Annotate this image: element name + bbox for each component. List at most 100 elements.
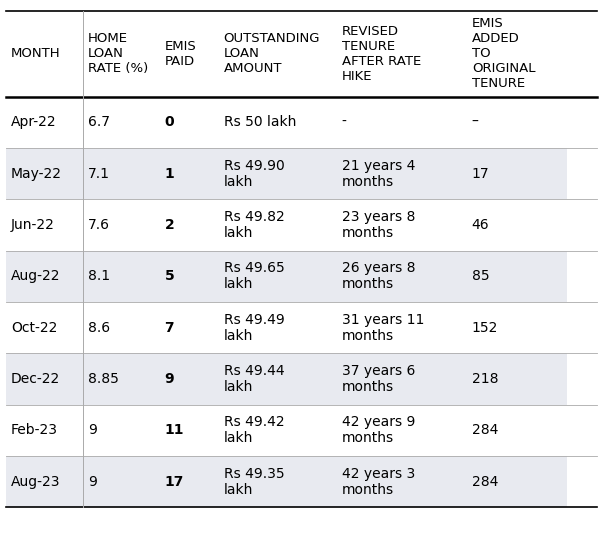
Text: Rs 49.35
lakh: Rs 49.35 lakh <box>224 466 284 497</box>
Bar <box>219 199 337 251</box>
Bar <box>337 456 467 507</box>
Text: REVISED
TENURE
AFTER RATE
HIKE: REVISED TENURE AFTER RATE HIKE <box>342 25 421 83</box>
Text: 2: 2 <box>164 218 174 232</box>
Text: Dec-22: Dec-22 <box>11 372 60 386</box>
Text: 31 years 11
months: 31 years 11 months <box>342 312 424 343</box>
Bar <box>467 405 568 456</box>
Text: EMIS
PAID: EMIS PAID <box>164 40 196 68</box>
Bar <box>160 97 219 148</box>
Bar <box>160 456 219 507</box>
Bar <box>219 251 337 302</box>
Bar <box>337 302 467 353</box>
Bar <box>219 302 337 353</box>
Bar <box>337 405 467 456</box>
Text: 6.7: 6.7 <box>88 115 110 129</box>
Bar <box>83 302 160 353</box>
Bar <box>219 405 337 456</box>
Bar <box>6 353 83 405</box>
Bar <box>6 97 83 148</box>
Bar <box>160 302 219 353</box>
Bar <box>6 251 83 302</box>
Bar <box>467 148 568 199</box>
Text: 8.1: 8.1 <box>88 269 110 283</box>
Text: OUTSTANDING
LOAN
AMOUNT: OUTSTANDING LOAN AMOUNT <box>224 33 320 75</box>
Bar <box>219 97 337 148</box>
Bar <box>467 97 568 148</box>
Text: 284: 284 <box>472 475 498 489</box>
Text: -: - <box>342 115 347 129</box>
Text: 7: 7 <box>164 321 174 335</box>
Text: 85: 85 <box>472 269 490 283</box>
Text: MONTH: MONTH <box>11 47 61 60</box>
Bar <box>83 251 160 302</box>
Text: 8.6: 8.6 <box>88 321 110 335</box>
Text: 152: 152 <box>472 321 498 335</box>
Bar <box>83 148 160 199</box>
Bar <box>160 251 219 302</box>
Text: Rs 49.42
lakh: Rs 49.42 lakh <box>224 415 284 445</box>
Text: May-22: May-22 <box>11 167 62 181</box>
Text: 1: 1 <box>164 167 174 181</box>
Bar <box>160 405 219 456</box>
Bar <box>467 302 568 353</box>
Bar <box>160 148 219 199</box>
Bar <box>6 199 83 251</box>
Text: 7.6: 7.6 <box>88 218 110 232</box>
Text: Rs 50 lakh: Rs 50 lakh <box>224 115 296 129</box>
Text: 9: 9 <box>88 423 97 437</box>
Bar <box>160 353 219 405</box>
Text: 5: 5 <box>164 269 174 283</box>
Text: 0: 0 <box>164 115 174 129</box>
Bar <box>160 11 219 97</box>
Bar <box>337 199 467 251</box>
Text: –: – <box>472 115 479 129</box>
Bar <box>83 405 160 456</box>
Bar <box>467 199 568 251</box>
Bar <box>83 353 160 405</box>
Bar <box>83 456 160 507</box>
Text: 17: 17 <box>164 475 184 489</box>
Bar <box>6 456 83 507</box>
Text: 218: 218 <box>472 372 498 386</box>
Bar <box>467 456 568 507</box>
Text: 284: 284 <box>472 423 498 437</box>
Bar <box>6 302 83 353</box>
Bar <box>467 353 568 405</box>
Text: 9: 9 <box>164 372 174 386</box>
Text: Oct-22: Oct-22 <box>11 321 57 335</box>
Text: Rs 49.49
lakh: Rs 49.49 lakh <box>224 312 284 343</box>
Text: 42 years 9
months: 42 years 9 months <box>342 415 415 445</box>
Text: 23 years 8
months: 23 years 8 months <box>342 210 415 240</box>
Bar <box>219 353 337 405</box>
Text: Jun-22: Jun-22 <box>11 218 55 232</box>
Text: 42 years 3
months: 42 years 3 months <box>342 466 415 497</box>
Text: Rs 49.82
lakh: Rs 49.82 lakh <box>224 210 284 240</box>
Text: 11: 11 <box>164 423 184 437</box>
Bar <box>337 353 467 405</box>
Text: Rs 49.65
lakh: Rs 49.65 lakh <box>224 261 284 291</box>
Bar <box>337 97 467 148</box>
Text: 37 years 6
months: 37 years 6 months <box>342 364 415 394</box>
Bar <box>219 456 337 507</box>
Text: Rs 49.44
lakh: Rs 49.44 lakh <box>224 364 284 394</box>
Bar <box>83 199 160 251</box>
Bar <box>219 148 337 199</box>
Text: Rs 49.90
lakh: Rs 49.90 lakh <box>224 158 284 189</box>
Text: 26 years 8
months: 26 years 8 months <box>342 261 415 291</box>
Bar <box>160 199 219 251</box>
Bar <box>337 251 467 302</box>
Text: 17: 17 <box>472 167 490 181</box>
Bar <box>6 405 83 456</box>
Text: 8.85: 8.85 <box>88 372 119 386</box>
Text: Feb-23: Feb-23 <box>11 423 58 437</box>
Text: 21 years 4
months: 21 years 4 months <box>342 158 415 189</box>
Bar <box>6 148 83 199</box>
Text: 46: 46 <box>472 218 490 232</box>
Text: EMIS
ADDED
TO
ORIGINAL
TENURE: EMIS ADDED TO ORIGINAL TENURE <box>472 17 535 91</box>
Text: 7.1: 7.1 <box>88 167 110 181</box>
Text: Apr-22: Apr-22 <box>11 115 56 129</box>
Text: Aug-23: Aug-23 <box>11 475 60 489</box>
Text: 9: 9 <box>88 475 97 489</box>
Text: Aug-22: Aug-22 <box>11 269 60 283</box>
Bar <box>467 251 568 302</box>
